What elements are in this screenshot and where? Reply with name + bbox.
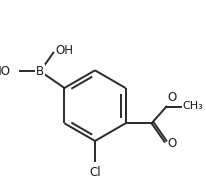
Text: B: B: [36, 65, 44, 78]
Text: O: O: [167, 91, 177, 104]
Text: CH₃: CH₃: [183, 101, 204, 111]
Text: HO: HO: [0, 65, 11, 78]
Text: Cl: Cl: [89, 166, 101, 179]
Text: OH: OH: [55, 44, 73, 57]
Text: O: O: [167, 137, 177, 150]
